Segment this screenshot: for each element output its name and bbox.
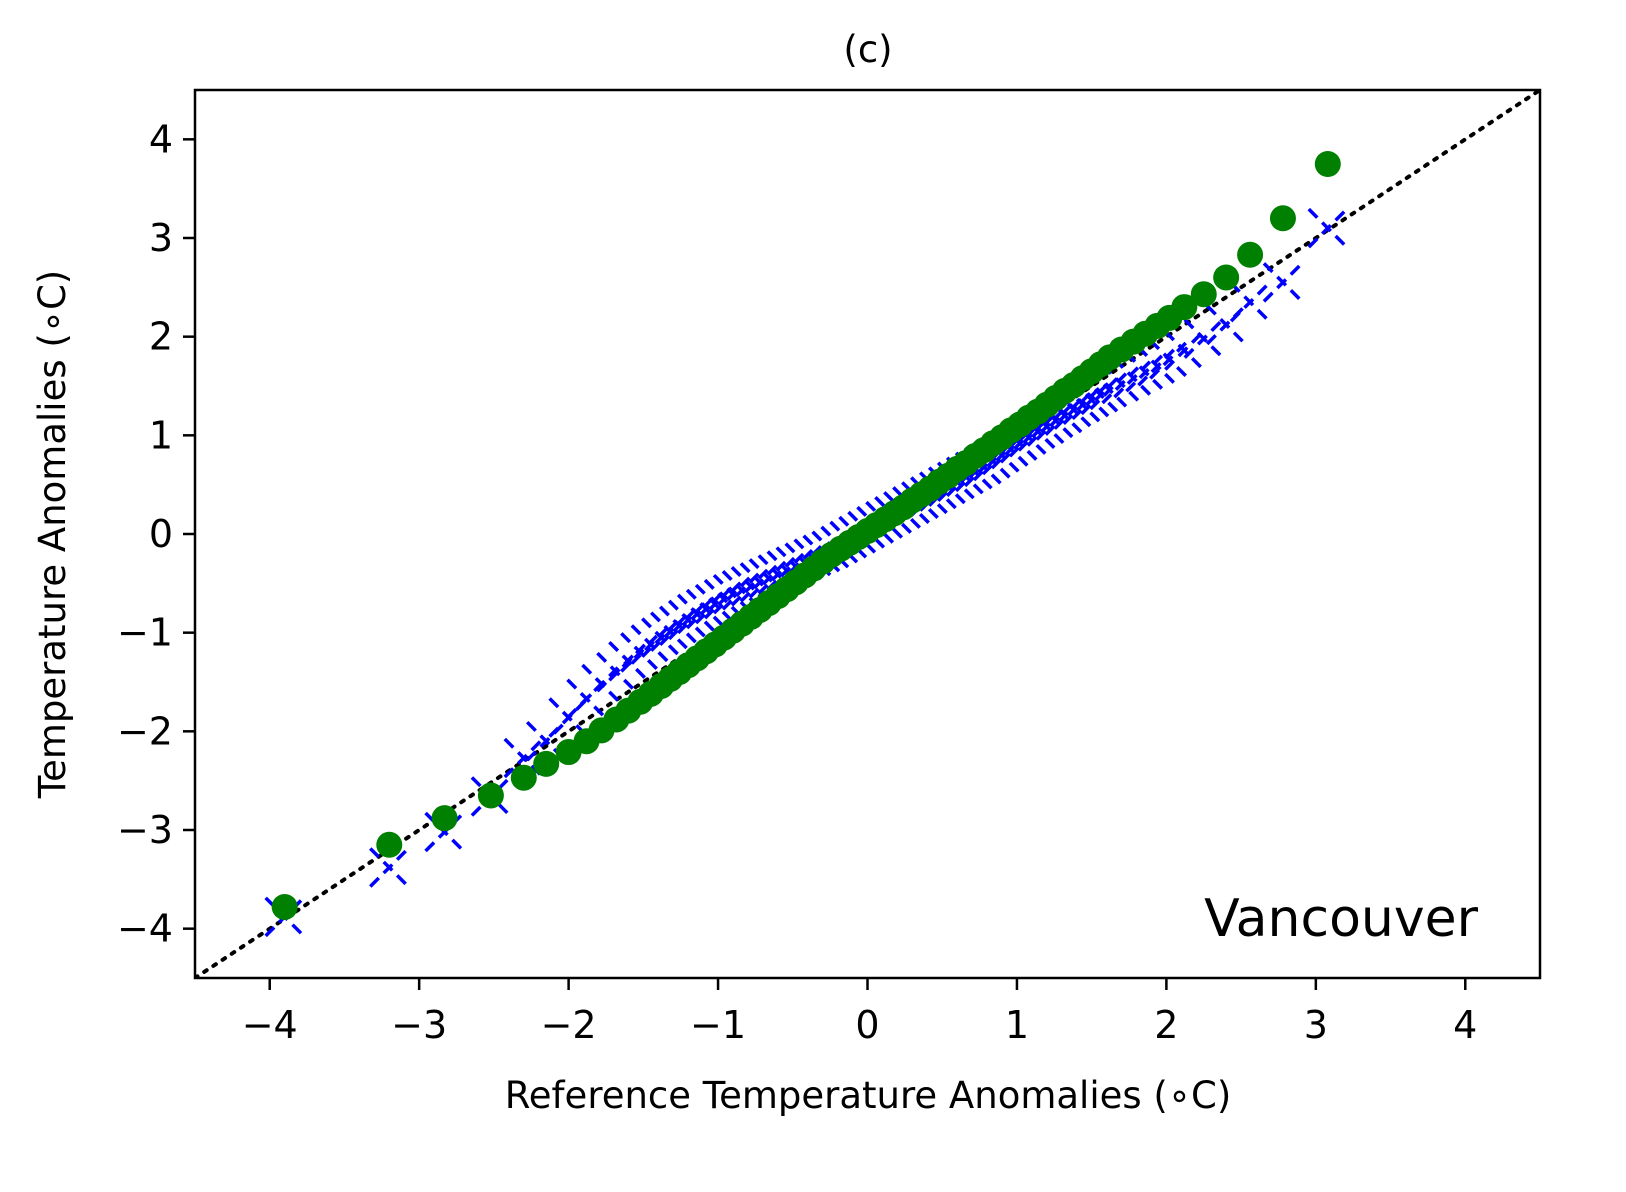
green-circle-series (271, 151, 1341, 920)
blue-cross-point (1164, 330, 1205, 371)
blue-cross-point (620, 632, 661, 673)
green-circle-point (1213, 264, 1240, 291)
green-circle-point (271, 893, 298, 920)
y-tick-label: −1 (117, 611, 173, 655)
blue-cross-point (1125, 351, 1166, 393)
green-circle-point (1171, 294, 1198, 321)
chart-title: (c) (843, 28, 892, 71)
blue-cross-point (641, 617, 682, 658)
x-tick-label: −2 (541, 1003, 597, 1047)
y-axis: −4 −3 −2 −1 0 1 2 3 4 (117, 117, 195, 951)
green-circle-point (376, 831, 403, 858)
green-circle-point (1314, 151, 1341, 177)
blue-cross-point (649, 611, 691, 652)
blue-cross-point (1113, 357, 1154, 399)
blue-cross-point (369, 847, 410, 888)
y-tick-label: 4 (149, 117, 173, 161)
blue-cross-point (1205, 304, 1247, 346)
x-tick-label: −3 (391, 1003, 447, 1047)
green-circle-point (1269, 205, 1296, 232)
blue-cross-point (1229, 281, 1271, 323)
blue-cross-point (630, 624, 672, 665)
y-tick-label: 2 (149, 315, 173, 359)
y-tick-label: −3 (117, 808, 173, 852)
x-tick-label: −4 (242, 1003, 298, 1047)
x-tick-label: 1 (1005, 1003, 1029, 1047)
y-tick-label: 3 (149, 216, 173, 260)
green-circle-point (1237, 241, 1264, 268)
blue-cross-point (608, 641, 649, 682)
y-axis-title: Temperature Anomalies (∘C) (31, 270, 74, 799)
y-tick-label: −4 (117, 907, 173, 951)
green-circle-point (533, 750, 560, 777)
y-tick-label: 1 (149, 413, 173, 457)
blue-cross-point (667, 599, 709, 641)
blue-cross-point (1183, 318, 1224, 359)
x-tick-label: 0 (855, 1003, 879, 1047)
x-axis-title: Reference Temperature Anomalies (∘C) (505, 1074, 1232, 1117)
blue-cross-point (1307, 207, 1349, 249)
green-circle-point (477, 782, 504, 809)
x-tick-label: 3 (1304, 1003, 1328, 1047)
blue-cross-point (658, 605, 700, 646)
green-circle-point (1190, 281, 1217, 308)
blue-cross-point (1137, 346, 1178, 387)
x-axis: −4 −3 −2 −1 0 1 2 3 4 (242, 978, 1477, 1047)
green-circle-point (510, 764, 537, 791)
x-tick-label: 2 (1154, 1003, 1178, 1047)
x-tick-label: 4 (1453, 1003, 1477, 1047)
y-tick-label: 0 (149, 512, 173, 556)
x-tick-label: −1 (690, 1003, 746, 1047)
blue-cross-point (1262, 262, 1304, 303)
city-annotation: Vancouver (1204, 889, 1478, 949)
y-tick-label: −2 (117, 709, 173, 753)
green-circle-point (431, 805, 458, 832)
